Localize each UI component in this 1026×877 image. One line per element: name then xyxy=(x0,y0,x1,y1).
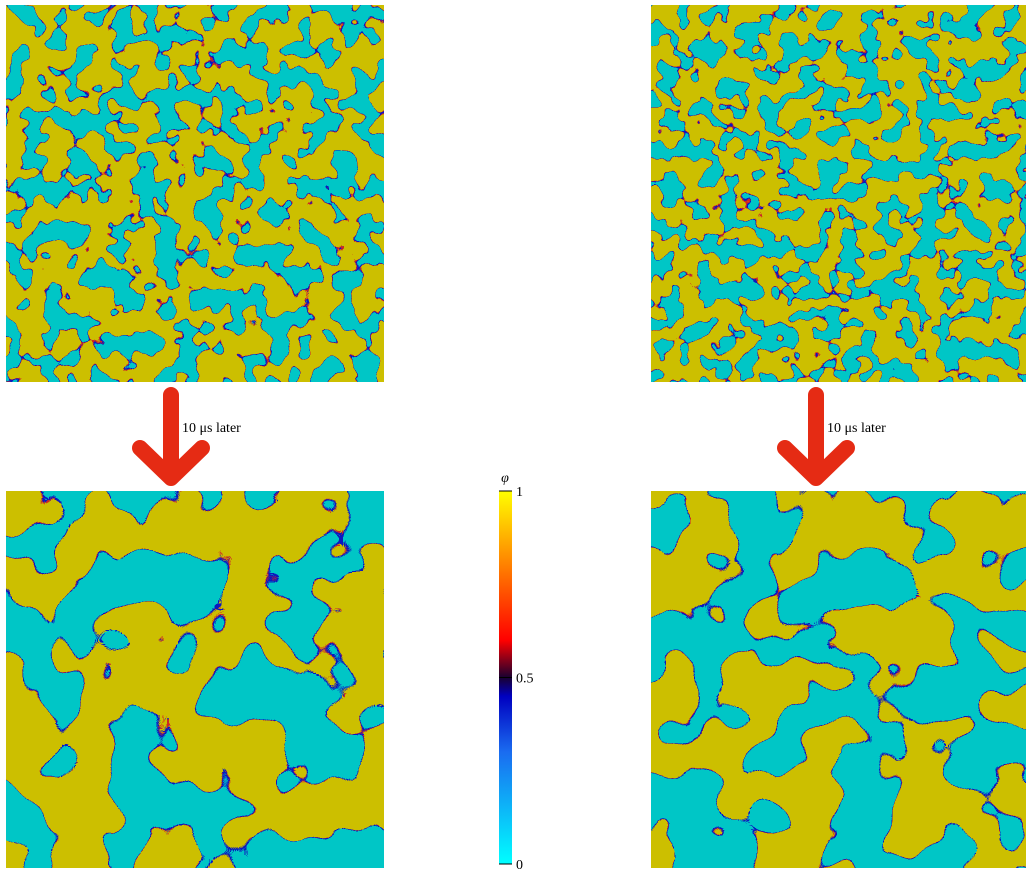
phase-field-image xyxy=(6,491,384,868)
annotation: 10 μs later xyxy=(182,421,241,436)
phase-field-image xyxy=(651,5,1026,382)
tick-label: 1 xyxy=(516,485,523,500)
phase-field-image xyxy=(651,491,1026,868)
colorbar-ticks: 00.51 xyxy=(499,485,534,873)
annotation: 10 μs later xyxy=(827,421,886,436)
colorbar-label: φ xyxy=(501,471,509,486)
tick-label: 0.5 xyxy=(516,672,534,687)
arrow xyxy=(777,387,855,486)
tick-label: 0 xyxy=(516,858,523,872)
arrow xyxy=(132,387,210,486)
phase-field-image xyxy=(6,5,384,382)
